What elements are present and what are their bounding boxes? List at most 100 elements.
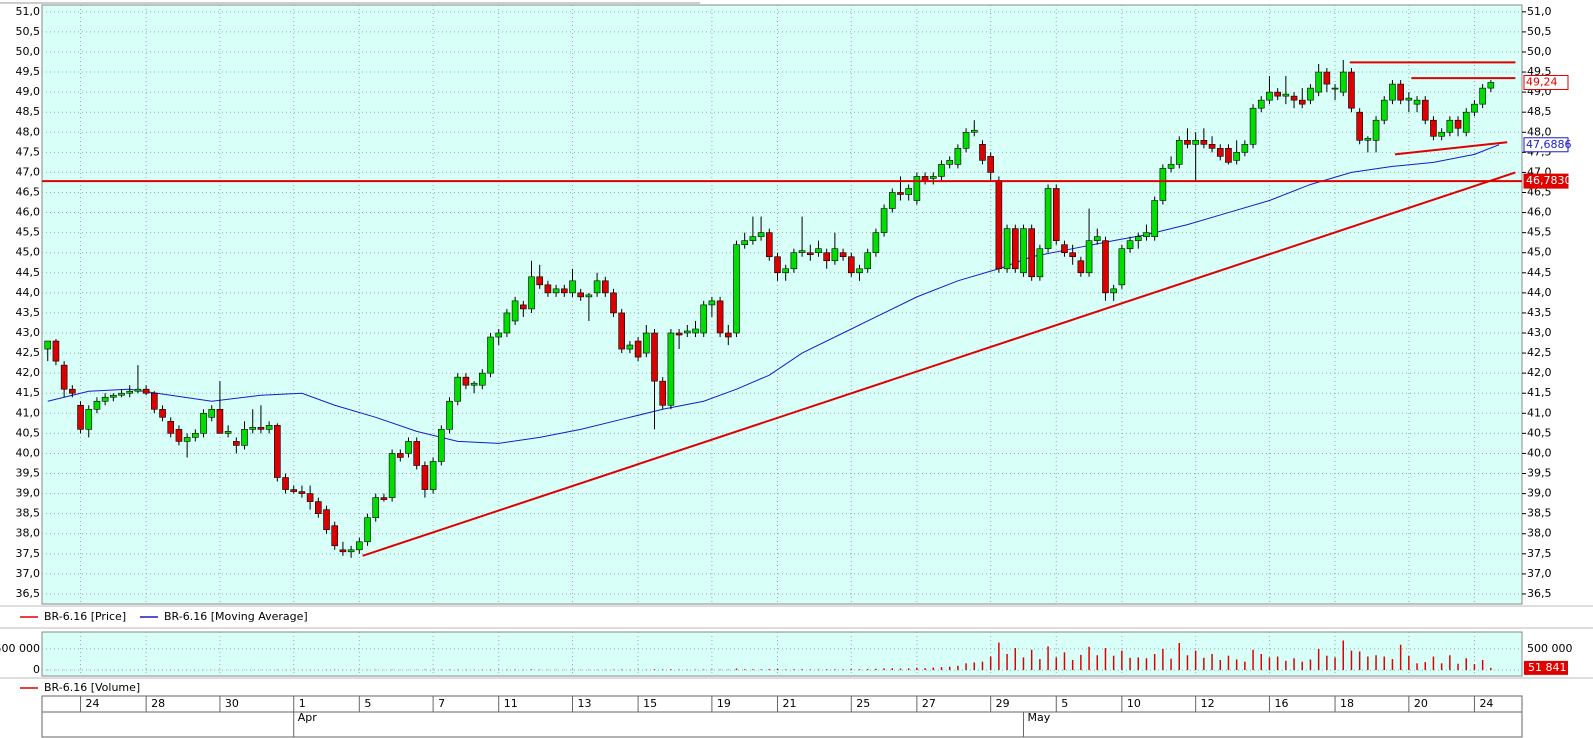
candle-body [831, 248, 839, 262]
candle-body [569, 280, 576, 294]
candle-body [126, 390, 134, 394]
y-tick-label: 49,5 [16, 65, 41, 78]
candle-body [921, 176, 929, 181]
candle-body [790, 252, 798, 270]
y-tick-label: 39,5 [16, 467, 41, 480]
candle-body [257, 427, 265, 430]
candle-body [602, 280, 609, 294]
candle-body [93, 400, 101, 410]
candle-body [1397, 83, 1404, 101]
y-tick-label: 46,5 [1527, 185, 1552, 198]
candle-body [1011, 228, 1019, 270]
y-tick-label: 40,5 [1527, 426, 1552, 439]
x-tick-label: 11 [504, 697, 518, 710]
candle-body [1126, 240, 1134, 249]
candle-body [331, 525, 339, 547]
y-tick-label: 45,5 [1527, 226, 1552, 239]
y-tick-label: 39,0 [16, 487, 41, 500]
candle-body [1315, 71, 1322, 93]
candle-body [520, 304, 527, 310]
x-tick-label: 30 [225, 697, 239, 710]
candle-body [1061, 244, 1068, 254]
y-tick-label: 50,0 [1527, 45, 1552, 58]
y-tick-label: 45,5 [16, 226, 41, 239]
candle-body [1192, 139, 1199, 145]
candle-body [749, 236, 757, 241]
y-tick-label: 37,5 [16, 547, 41, 560]
candle-body [856, 268, 863, 274]
candle-body [1389, 83, 1396, 101]
candle-body [1208, 144, 1216, 149]
candle-body [1134, 236, 1142, 241]
y-tick-label: 40,5 [16, 426, 41, 439]
candle-body [134, 388, 142, 392]
candle-body [1225, 148, 1232, 163]
y-tick-label: 500 000 [1527, 642, 1573, 655]
candle-body [864, 252, 871, 270]
candle-body [1290, 95, 1298, 101]
y-tick-label: 37,5 [1527, 547, 1552, 560]
price-badge-label: 46,7830 [1526, 174, 1572, 187]
candle-body [806, 252, 814, 256]
candle-body [962, 131, 970, 149]
y-tick-label: 42,5 [1527, 346, 1552, 359]
candle-body [274, 425, 281, 478]
candle-body [897, 192, 904, 195]
volume-badge-label: 51 841 [1528, 661, 1567, 674]
candle-body [1364, 137, 1372, 141]
y-tick-label: 44,5 [16, 266, 41, 279]
candle-body [1151, 200, 1158, 237]
candle-body [938, 164, 945, 177]
candle-body [306, 493, 314, 502]
candle-body [979, 144, 986, 161]
y-tick-label: 48,0 [1527, 125, 1552, 138]
candle-body [208, 408, 216, 418]
price-badge [1523, 74, 1569, 90]
candle-body [1372, 119, 1380, 141]
candle-body [1274, 91, 1281, 97]
candle-body [765, 232, 773, 258]
x-tick-label: 28 [151, 697, 165, 710]
y-tick-label: 48,5 [1527, 105, 1552, 118]
candle-body [987, 156, 994, 173]
legend-label: BR-6.16 [Moving Average] [164, 610, 308, 623]
candle-body [1339, 71, 1347, 93]
candle-body [724, 332, 732, 338]
month-label: Apr [298, 711, 318, 724]
candle-body [1020, 228, 1027, 274]
x-tick-label: 7 [438, 697, 445, 710]
y-tick-label: 43,0 [16, 326, 41, 339]
candle-body [1110, 288, 1117, 294]
candle-body [1085, 240, 1093, 274]
candle-body [880, 208, 888, 233]
candle-body [479, 372, 486, 386]
candle-body [1266, 91, 1273, 101]
y-tick-label: 51,0 [16, 5, 41, 18]
candle-body [1282, 93, 1290, 97]
candle-body [69, 388, 76, 394]
y-tick-label: 38,5 [1527, 507, 1552, 520]
candle-body [429, 461, 437, 490]
candle-body [1307, 87, 1314, 101]
x-tick-label: 16 [1274, 697, 1288, 710]
candle-body [380, 497, 388, 500]
candle-body [249, 427, 257, 430]
candle-body [1323, 71, 1331, 85]
candle-body [995, 180, 1003, 270]
volume-badge [1524, 660, 1568, 675]
candle-body [77, 404, 84, 430]
candle-body [1052, 188, 1060, 241]
y-tick-label: 44,5 [1527, 266, 1552, 279]
candle-body [1143, 232, 1150, 237]
y-tick-label: 42,0 [16, 366, 41, 379]
y-tick-label: 42,0 [1527, 366, 1552, 379]
candle-body [626, 344, 634, 350]
candle-body [405, 441, 412, 454]
y-tick-label: 45,0 [16, 246, 41, 259]
candle-body [847, 256, 855, 274]
candle-body [700, 304, 707, 334]
candle-body [462, 376, 470, 386]
candle-body [970, 129, 978, 133]
y-tick-label: 43,5 [16, 306, 41, 319]
candle-body [610, 292, 617, 314]
